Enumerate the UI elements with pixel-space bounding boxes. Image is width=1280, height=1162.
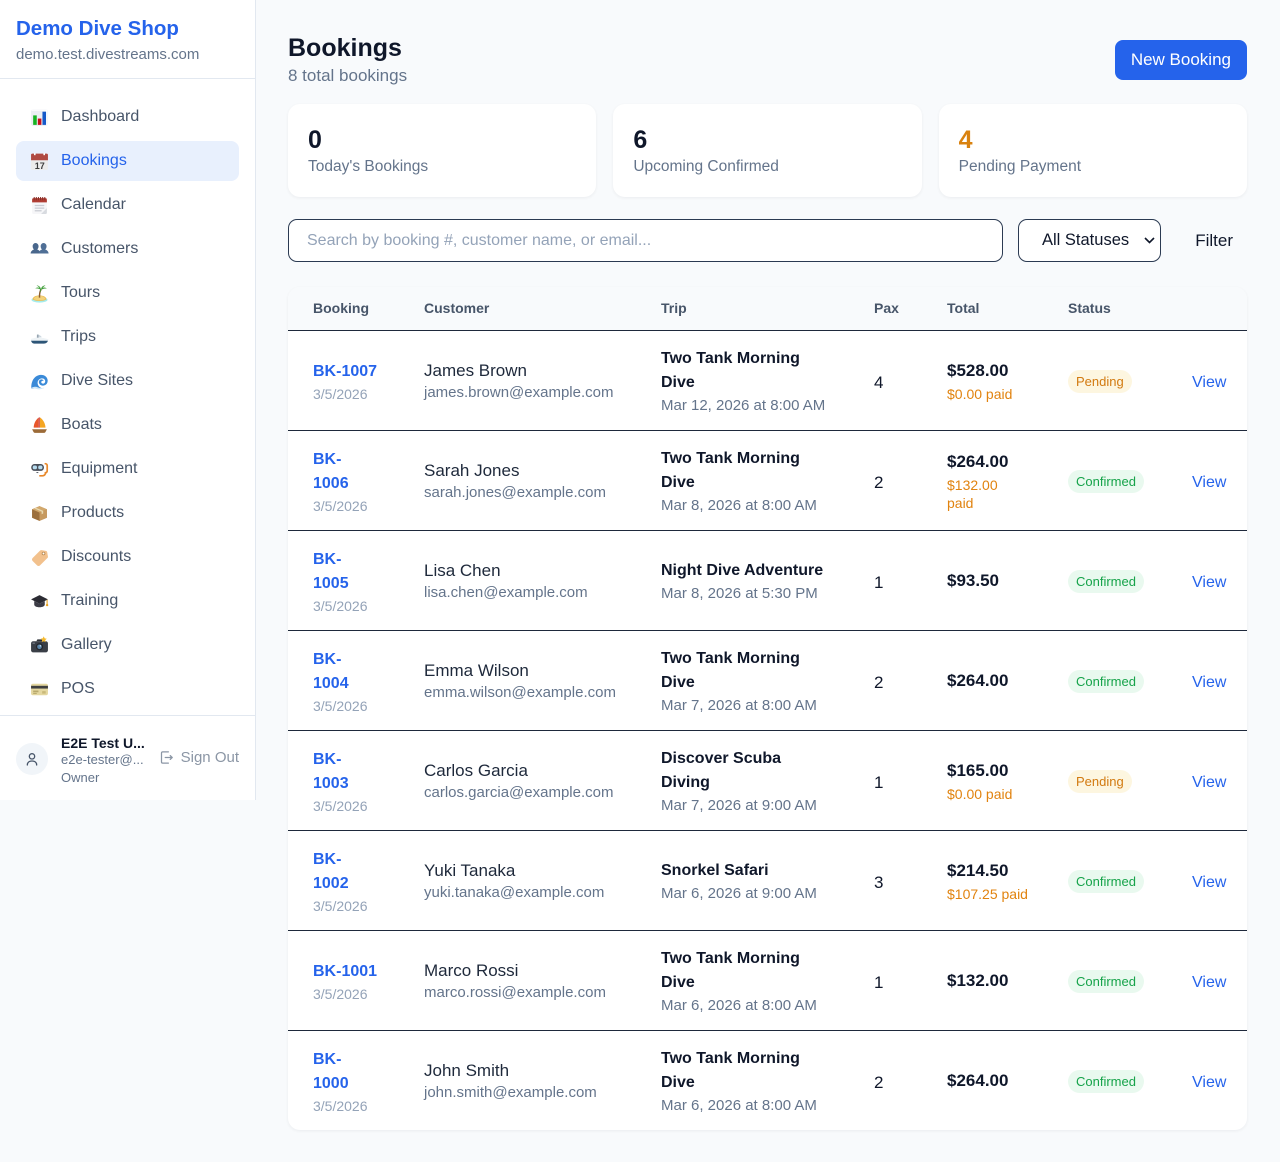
svg-text:17: 17 <box>35 160 45 170</box>
